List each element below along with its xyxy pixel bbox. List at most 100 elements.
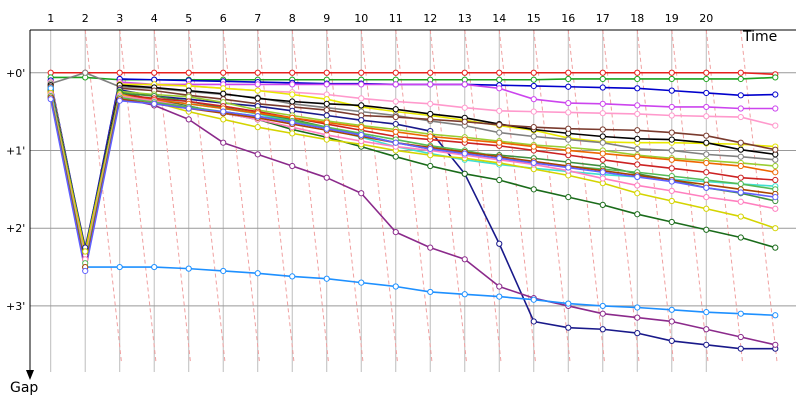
- data-point: [634, 69, 641, 76]
- series-line: [49, 97, 776, 268]
- data-point: [668, 112, 675, 119]
- data-point: [634, 190, 641, 197]
- data-point: [599, 156, 606, 163]
- data-point: [392, 128, 399, 135]
- data-point: [634, 182, 641, 189]
- data-point: [461, 104, 468, 111]
- data-point: [737, 310, 744, 317]
- x-tick-label: 15: [527, 12, 541, 25]
- data-point: [220, 116, 227, 123]
- data-point: [737, 189, 744, 196]
- data-point: [565, 194, 572, 201]
- data-point: [185, 265, 192, 272]
- data-point: [634, 75, 641, 83]
- data-point: [392, 139, 399, 146]
- series-line: [49, 95, 776, 264]
- x-tick-label: 17: [596, 12, 610, 25]
- data-point: [289, 81, 296, 88]
- data-point: [668, 318, 675, 325]
- grid: [30, 30, 796, 372]
- data-point: [634, 161, 641, 168]
- data-point: [668, 75, 675, 83]
- x-axis-title: Time: [742, 29, 777, 45]
- data-point: [530, 318, 537, 325]
- data-point: [599, 139, 606, 146]
- data-point: [599, 326, 606, 333]
- data-point: [323, 69, 330, 76]
- data-point: [47, 96, 54, 103]
- y-axis-arrow-icon: [26, 370, 34, 380]
- data-point: [496, 155, 503, 162]
- data-point: [772, 146, 779, 153]
- data-point: [392, 228, 399, 236]
- data-point: [703, 184, 710, 191]
- data-point: [772, 156, 779, 163]
- data-point: [599, 133, 606, 140]
- data-point: [599, 110, 606, 117]
- data-point: [737, 234, 744, 241]
- data-point: [392, 106, 399, 113]
- data-point: [358, 117, 365, 124]
- pit-stop-line: [636, 29, 675, 363]
- data-point: [668, 103, 675, 111]
- data-point: [565, 99, 572, 107]
- data-point: [530, 143, 537, 150]
- series-line: [49, 86, 776, 253]
- data-point: [634, 211, 641, 218]
- data-point: [668, 69, 675, 76]
- series-line: [49, 88, 776, 253]
- data-point: [392, 113, 399, 121]
- series-line: [49, 88, 776, 317]
- data-point: [392, 98, 399, 105]
- data-point: [461, 136, 468, 143]
- x-tick-label: 10: [354, 12, 368, 25]
- data-point: [668, 306, 675, 313]
- data-point: [703, 309, 710, 316]
- data-point: [323, 100, 330, 107]
- data-point: [599, 150, 606, 157]
- data-point: [634, 127, 641, 134]
- axes: [26, 29, 796, 380]
- data-point: [772, 105, 779, 112]
- data-point: [496, 85, 503, 92]
- data-point: [599, 126, 606, 133]
- data-point: [185, 105, 192, 112]
- data-point: [703, 113, 710, 120]
- data-point: [323, 81, 330, 88]
- data-point: [565, 324, 572, 331]
- data-point: [703, 89, 710, 97]
- x-tick-label: 16: [561, 12, 575, 25]
- x-tick-label: 19: [665, 12, 679, 25]
- data-point: [461, 69, 468, 76]
- x-tick-label: 7: [254, 12, 261, 25]
- data-point: [703, 103, 710, 111]
- data-point: [599, 310, 606, 317]
- x-tick-label: 9: [323, 12, 330, 25]
- data-point: [116, 263, 123, 271]
- series-line: [49, 92, 776, 257]
- x-tick-label: 13: [458, 12, 472, 25]
- data-point: [772, 312, 779, 319]
- data-point: [565, 109, 572, 116]
- data-point: [772, 194, 779, 201]
- data-point: [737, 174, 744, 181]
- series-line: [49, 84, 776, 253]
- data-point: [737, 92, 744, 99]
- data-point: [703, 139, 710, 146]
- data-point: [668, 136, 675, 143]
- data-point: [461, 81, 468, 88]
- x-tick-label: 20: [699, 12, 713, 25]
- data-point: [254, 81, 261, 88]
- data-point: [530, 82, 537, 90]
- data-point: [668, 178, 675, 185]
- data-point: [668, 165, 675, 172]
- data-point: [703, 132, 710, 139]
- data-point: [220, 267, 227, 275]
- data-point: [427, 162, 434, 170]
- data-point: [392, 120, 399, 128]
- x-tick-label: 11: [389, 12, 403, 25]
- data-point: [599, 302, 606, 310]
- data-point: [496, 240, 503, 247]
- data-point: [703, 194, 710, 201]
